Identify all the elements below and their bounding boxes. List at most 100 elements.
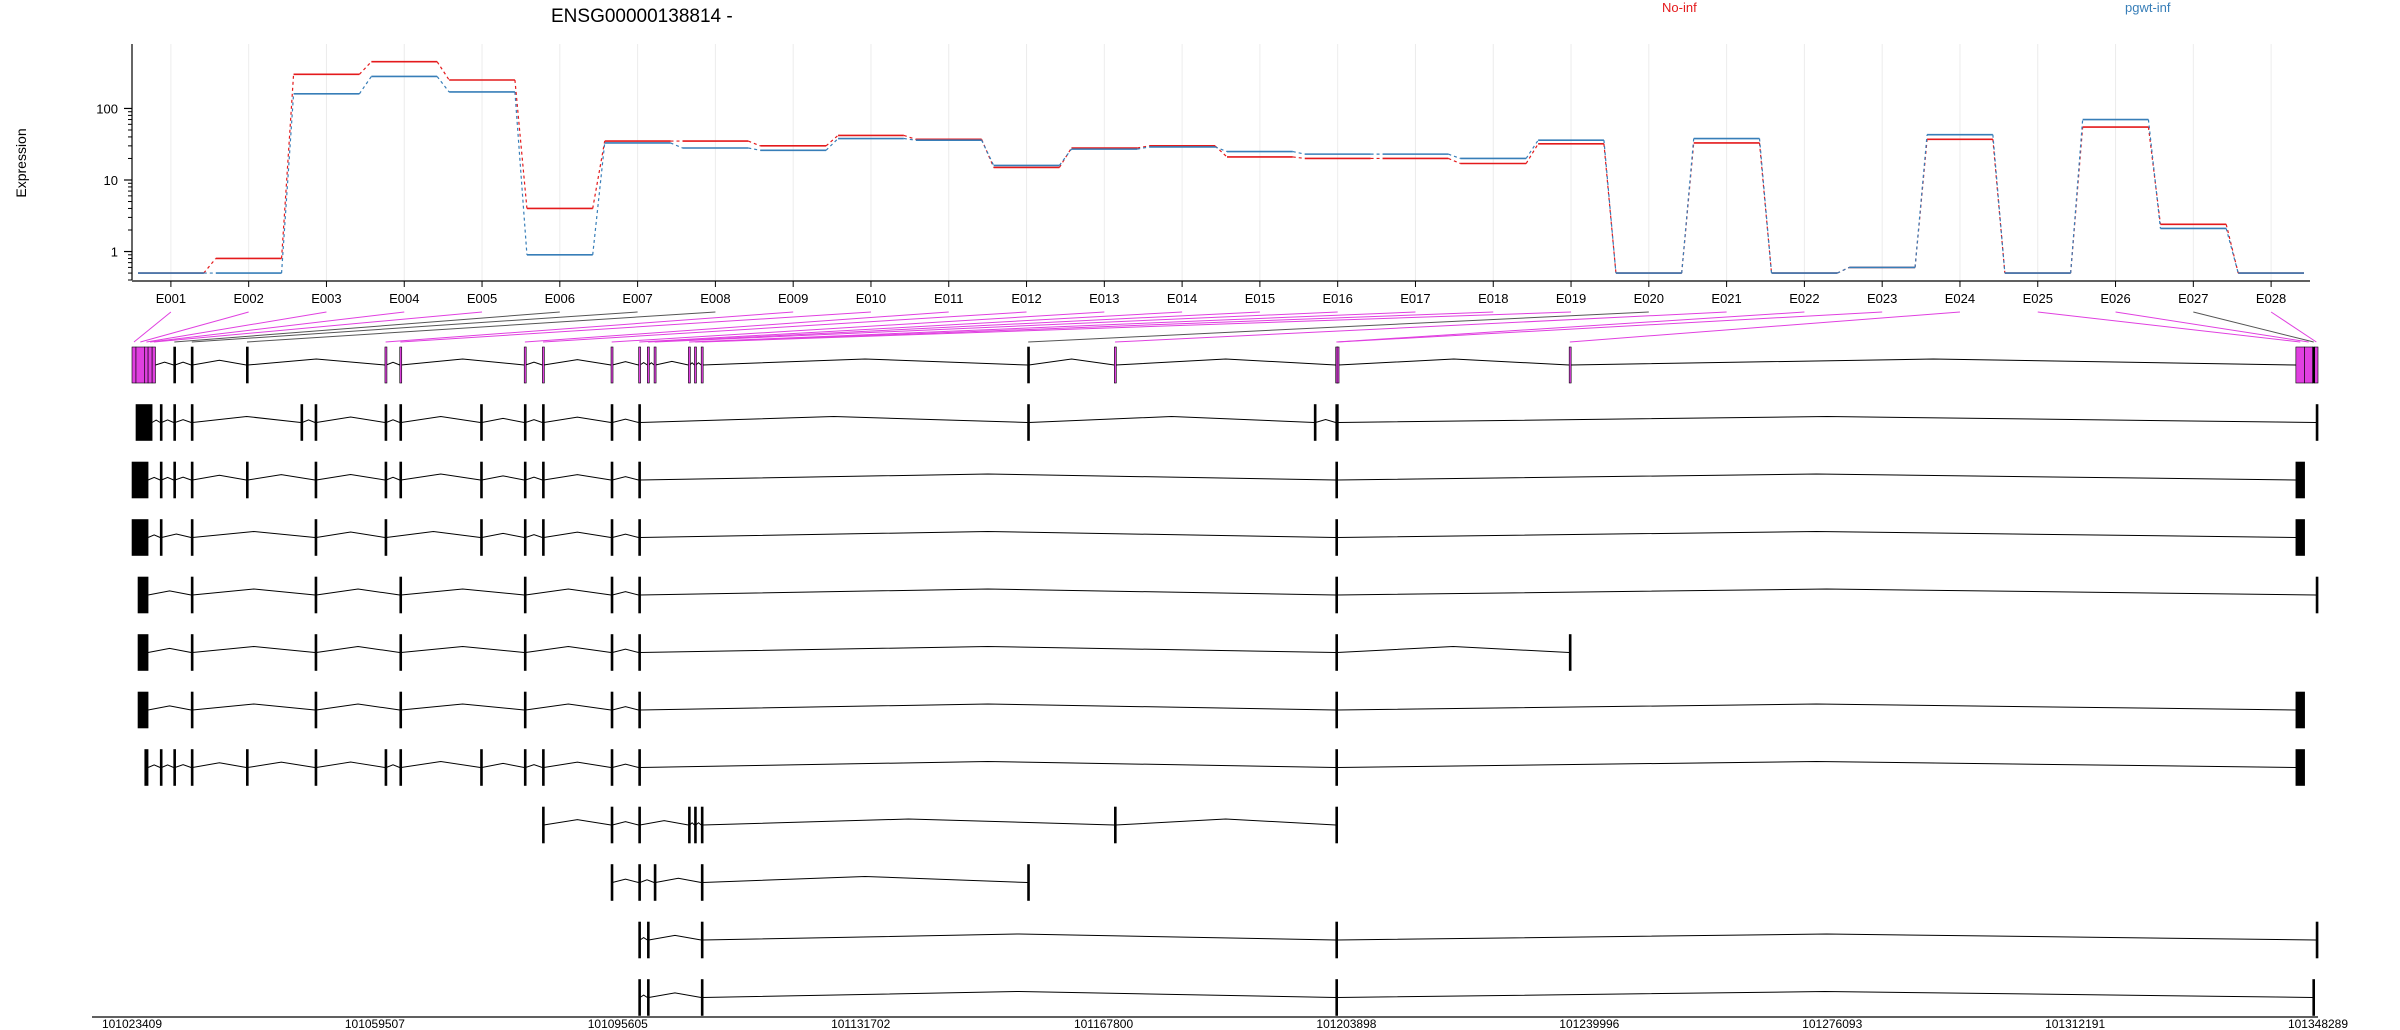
series-connector [1292,156,1305,160]
exon-box [314,691,318,729]
intron-line [525,703,612,711]
intron-line [612,821,639,826]
exon-box [300,404,304,441]
exon-box [610,634,614,671]
exon-box [1335,749,1338,786]
exon-box [700,346,704,384]
intron-line [386,764,400,768]
series-connector [358,76,372,95]
exon-box [1335,691,1338,729]
series-connector [1137,145,1150,149]
exon-box [137,634,149,671]
exon-box [1335,519,1338,556]
exon-box [135,404,153,441]
exon-box [173,461,176,499]
exon-box [542,404,545,441]
genomic-coordinate-label: 101059507 [345,1017,405,1030]
series-pgwt-inf [138,75,2304,274]
exon-label: E005 [467,291,497,306]
intron-line [161,764,174,768]
series-connector [1448,153,1461,160]
chart-title: ENSG00000138814 - [551,6,733,27]
exon-label: E009 [778,291,808,306]
intron-line [525,645,612,653]
series-connector [1681,138,1695,274]
exon-box [135,346,146,384]
exon-box [2315,576,2319,614]
exon-box [1335,634,1338,671]
intron-line [525,534,543,538]
exon-box [314,576,318,614]
exon-label: E012 [1011,291,1041,306]
exon-label: E007 [622,291,652,306]
exon-connector [150,311,405,343]
exon-label: E014 [1167,291,1197,306]
genomic-coordinate-axis: 101023409 101059507 101095605 101131702 1011… [92,1016,2348,1030]
intron-line [161,419,174,423]
exon-box [1027,346,1030,384]
exon-connector [174,311,560,343]
intron-line [386,419,400,423]
intron-line [316,645,400,653]
exon-connector [1028,311,1649,343]
exon-connector [1336,311,1805,343]
intron-line [1315,418,1336,423]
series-connector [203,258,217,274]
intron-line [401,645,525,653]
exon-box [1335,806,1338,844]
intron-line [648,934,702,941]
exon-box [610,404,614,441]
intron-line [147,476,161,481]
exon-box [151,346,156,384]
exon-box [700,864,704,901]
transcript-track [131,461,2305,499]
series-connector [2225,224,2239,274]
exon-box [523,519,527,556]
exon-box [190,519,194,556]
series-connector [981,139,995,166]
exon-box [384,519,388,556]
intron-line [655,360,689,366]
intron-line [1115,818,1336,826]
genomic-coordinate-label: 101131702 [831,1017,891,1030]
intron-line [386,361,400,366]
exon-box [131,519,149,556]
exon-box [647,921,650,959]
intron-line [639,994,648,998]
exon-box [246,346,249,384]
exon-box [399,461,403,499]
exon-connector [654,311,1338,343]
transcript-track [135,404,2319,441]
exon-box [399,691,403,729]
intron-line [1337,933,2317,941]
exon-box [1335,921,1338,959]
exon-box [638,921,641,959]
intron-line [386,476,400,481]
exon-box [542,346,545,384]
exon-box [610,576,614,614]
exon-box [480,519,483,556]
intron-line [1337,990,2313,998]
intron-line [1337,760,2296,768]
series-connector [748,147,761,151]
exon-box [638,979,641,1016]
intron-line [639,760,1336,768]
exon-connector [400,311,871,343]
exon-box [190,461,194,499]
exon-box [638,404,641,441]
exon-label: E010 [856,291,886,306]
exon-box [131,461,149,499]
exon-label: E017 [1400,291,1430,306]
exon-box [610,864,614,901]
exon-box [610,461,614,499]
exon-box [700,921,704,959]
exon-box [399,404,403,441]
series-connector [825,134,839,147]
series-connector [2225,228,2239,274]
y-tick-label: 10 [104,173,118,188]
intron-line [247,761,316,768]
intron-line [525,764,543,768]
intron-line [147,590,192,596]
exon-box [384,346,388,384]
transcript-track [610,864,1030,901]
